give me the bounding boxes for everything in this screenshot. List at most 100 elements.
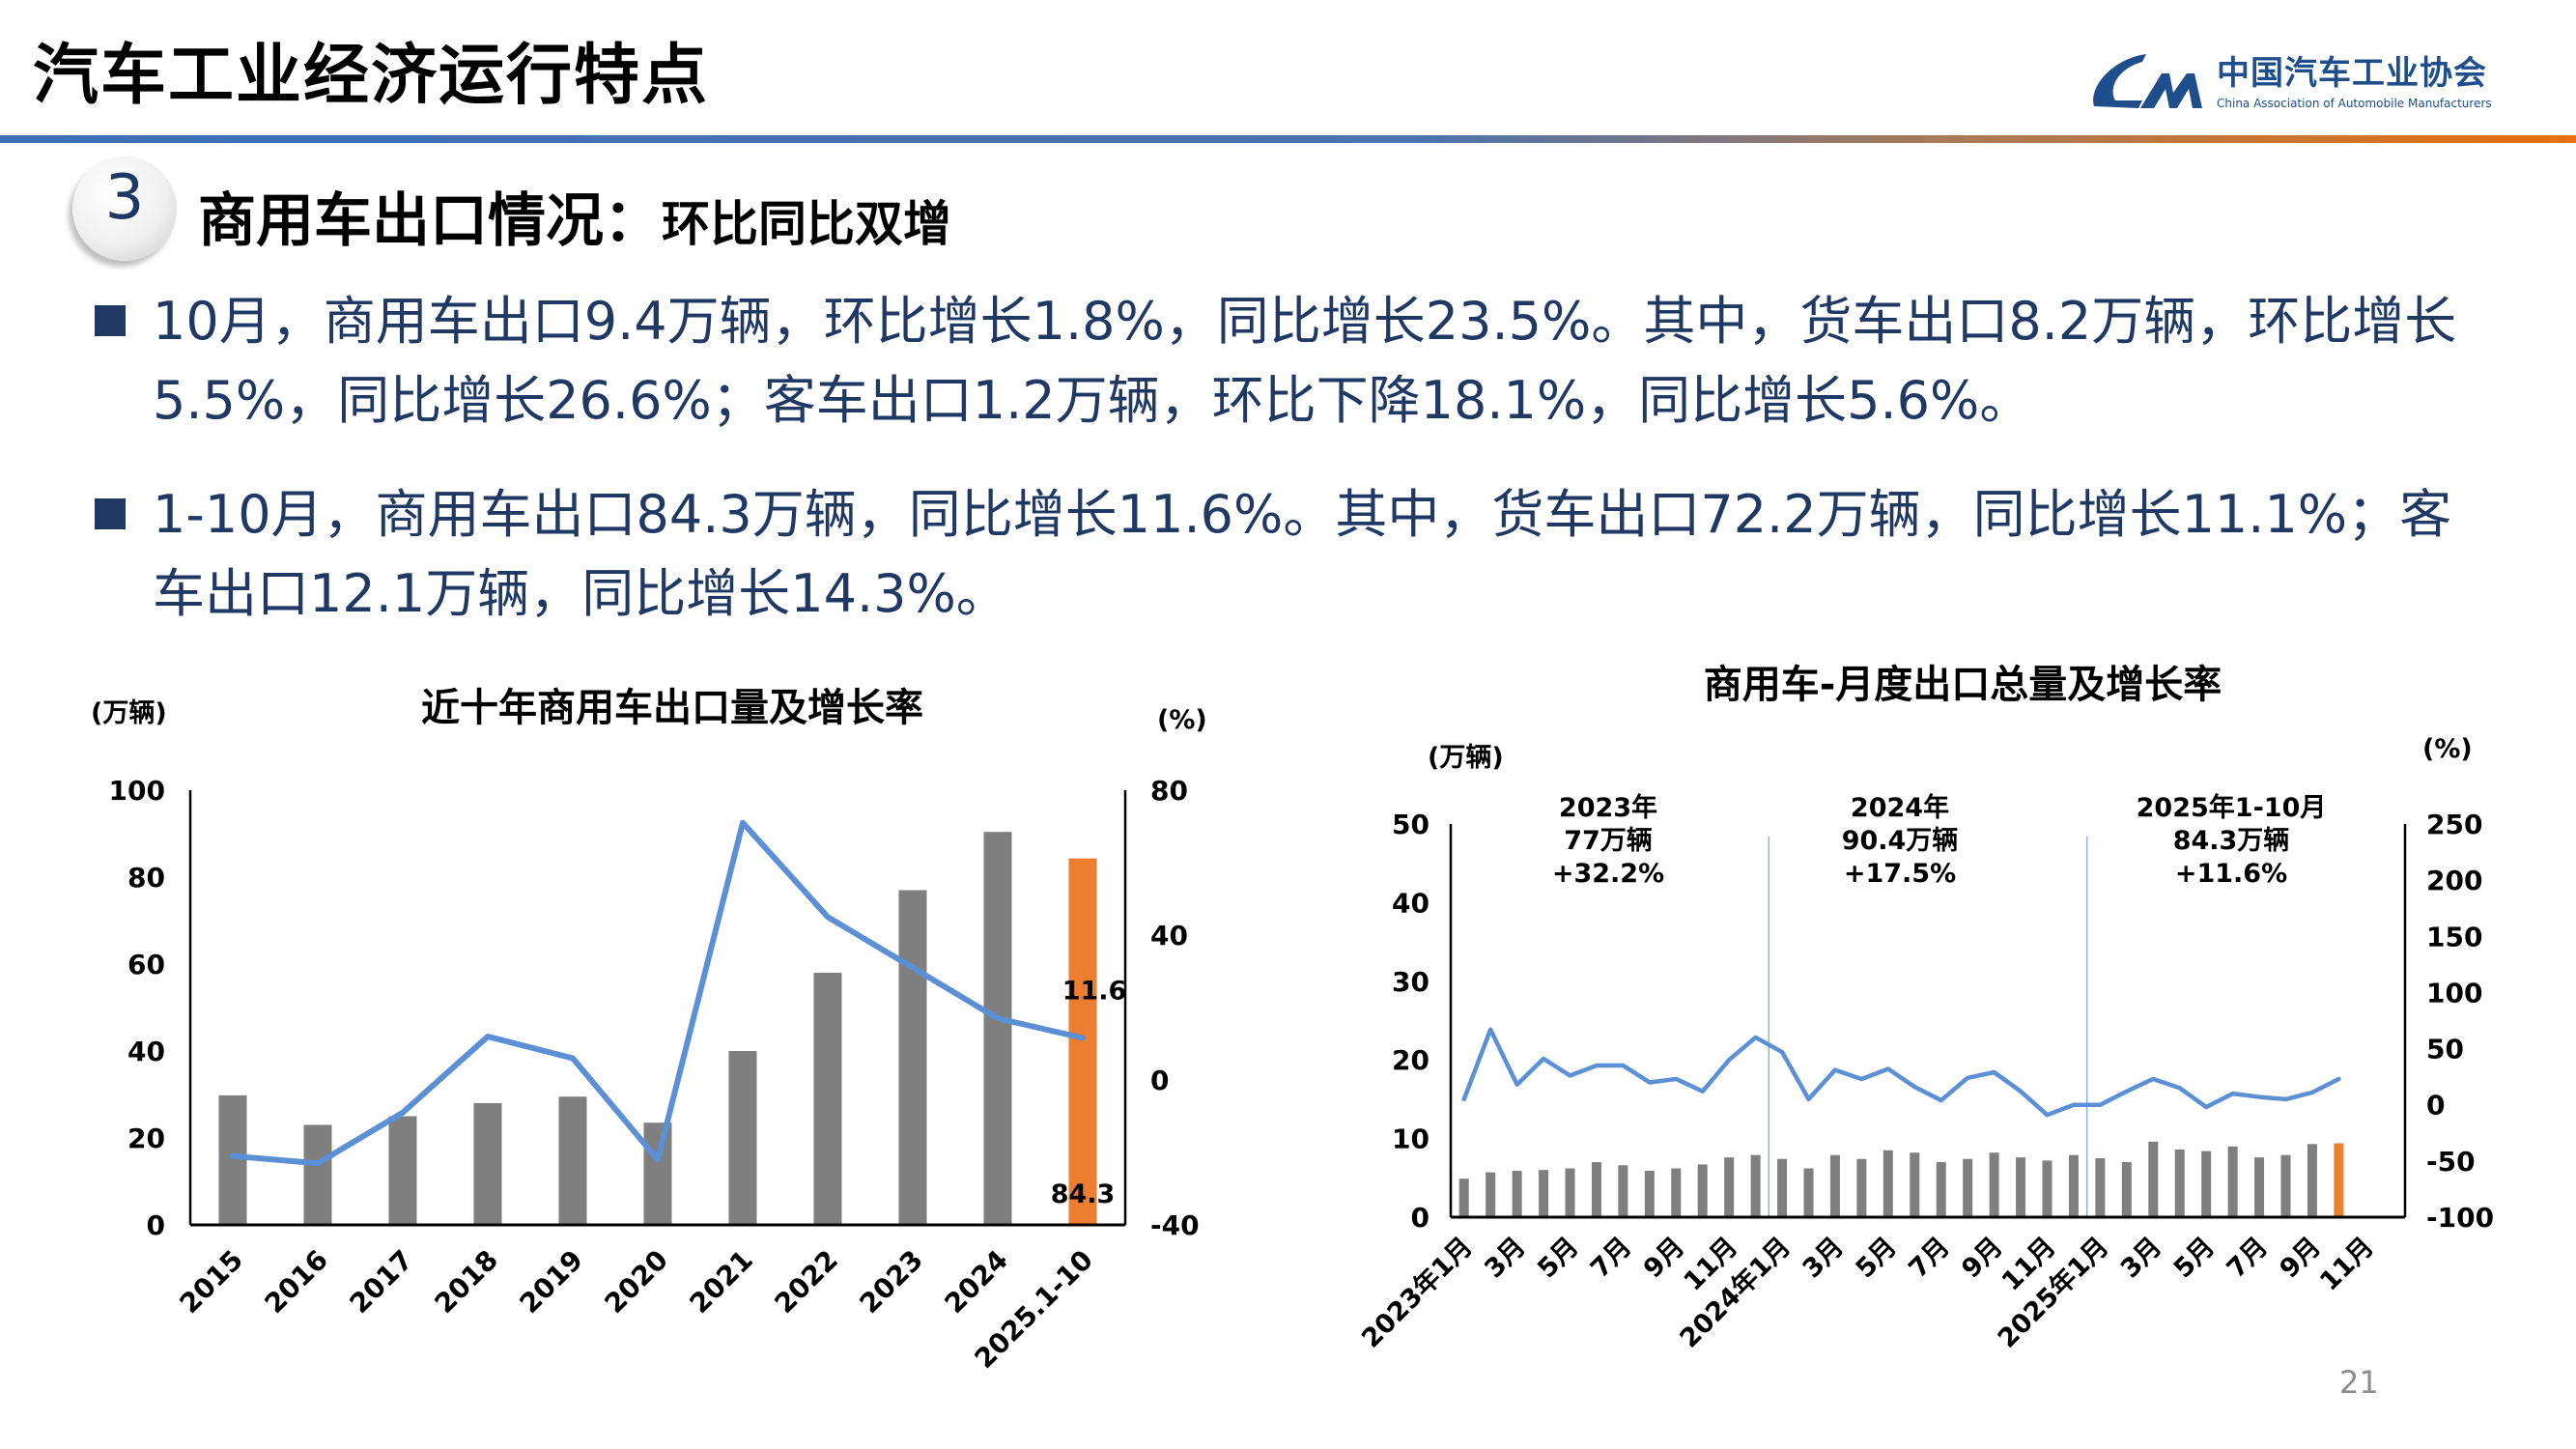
right-chart-y2-tick-label: 50 [2426, 1034, 2464, 1065]
right-chart-bar [1512, 1170, 1522, 1217]
right-chart-y2-tick-label: -50 [2426, 1146, 2476, 1178]
right-chart-bar [1803, 1168, 1814, 1217]
right-chart-bar [1565, 1168, 1575, 1217]
left-chart-x-tick-label: 2024 [939, 1244, 1014, 1320]
right-chart-x-tick-label: 7月 [2222, 1232, 2274, 1284]
section-number: 3 [104, 162, 145, 234]
bullet-text-2: 1-10月，商用车出口84.3万辆，同比增长11.6%。其中，货车出口72.2万… [153, 484, 2452, 624]
section-subheading: 环比同比双增 [662, 196, 951, 252]
page-title: 汽车工业经济运行特点 [33, 38, 710, 114]
right-chart-bar [1697, 1164, 1708, 1217]
left-chart-y2-tick-label: 0 [1150, 1065, 1169, 1096]
right-chart-x-tick-label: 11月 [2314, 1232, 2380, 1297]
right-chart-x-tick-label: 5月 [2168, 1232, 2221, 1284]
caam-logo: 中国汽车工业协会 China Association of Automobile… [2086, 46, 2511, 116]
right-chart-bar [1486, 1172, 1496, 1217]
left-chart-x-tick-label: 2020 [599, 1244, 674, 1320]
left-chart-x-tick-label: 2019 [514, 1244, 589, 1320]
left-chart-x-tick-label: 2016 [259, 1244, 334, 1320]
right-chart-y2-tick-label: 250 [2426, 809, 2482, 840]
left-chart-y-tick-label: 60 [127, 949, 165, 980]
right-chart-bar [1910, 1152, 1920, 1217]
right-chart-x-tick-label: 5月 [1532, 1232, 1584, 1284]
right-chart-y-tick-label: 20 [1392, 1044, 1430, 1076]
right-chart-bar [1856, 1158, 1867, 1217]
right-chart-x-tick-label: 5月 [1850, 1232, 1902, 1284]
left-chart-bar [558, 1096, 587, 1225]
right-chart-bar [2148, 1141, 2159, 1217]
right-chart-y-tick-label: 40 [1392, 887, 1430, 919]
right-chart-y-unit: (万辆) [1428, 743, 1504, 773]
right-chart-y-tick-label: 30 [1392, 966, 1430, 998]
left-chart-y2-unit: (%) [1157, 705, 1207, 735]
bullet-square-icon [95, 305, 126, 336]
logo-text-en: China Association of Automobile Manufact… [2217, 97, 2492, 110]
caam-logo-mark-icon [2093, 54, 2202, 108]
left-chart-bar [1068, 858, 1097, 1225]
right-chart-y2-tick-label: -100 [2426, 1202, 2494, 1234]
right-chart-bar [1724, 1157, 1735, 1217]
right-chart-x-tick-label: 2023年1月 [1355, 1231, 1478, 1353]
section-number-badge [72, 156, 177, 261]
right-chart-bar [1539, 1170, 1549, 1217]
right-chart-x-tick-label: 7月 [1903, 1232, 1955, 1284]
left-chart-y2-tick-label: 40 [1150, 920, 1188, 952]
left-chart-bar [983, 832, 1012, 1225]
left-chart-bar-data-label: 84.3 [1051, 1179, 1116, 1209]
right-chart-y2-unit: (%) [2422, 734, 2473, 764]
left-chart-y-tick-label: 20 [127, 1122, 165, 1154]
right-chart-bar [1458, 1179, 1469, 1217]
left-chart-y-tick-label: 100 [109, 775, 165, 807]
right-chart-title: 商用车-月度出口总量及增长率 [1703, 663, 2222, 707]
right-chart-x-tick-label: 3月 [1479, 1232, 1531, 1284]
right-chart-y-tick-label: 50 [1392, 809, 1430, 840]
left-chart-x-tick-label: 2023 [854, 1244, 929, 1320]
header-divider [0, 135, 2576, 143]
right-chart-x-tick-label: 7月 [1585, 1232, 1637, 1284]
right-chart-bar [1618, 1165, 1628, 1217]
left-chart-y-tick-label: 80 [127, 862, 165, 894]
right-chart-bar [1644, 1170, 1655, 1217]
left-chart-bar [728, 1051, 757, 1225]
right-chart-bar [2334, 1143, 2344, 1217]
bullet-square-icon [95, 498, 126, 529]
right-chart-bar [2307, 1144, 2317, 1217]
left-chart-bar [388, 1116, 417, 1225]
right-chart-y-tick-label: 0 [1411, 1202, 1430, 1234]
left-chart-x-tick-label: 2015 [174, 1244, 249, 1320]
right-chart-y2-tick-label: 200 [2426, 865, 2482, 896]
page-number: 21 [2339, 1364, 2379, 1401]
right-chart-bar [1671, 1168, 1682, 1217]
right-chart-bar [2095, 1157, 2106, 1217]
right-chart-bar [2121, 1162, 2132, 1217]
left-chart-y-unit: (万辆) [91, 698, 167, 728]
right-chart-bar [1591, 1162, 1601, 1217]
section-heading: 商用车出口情况：环比同比双增 [198, 174, 951, 258]
right-chart-bar [2016, 1157, 2026, 1217]
right-chart-bar [1882, 1150, 1893, 1217]
right-chart-x-tick-label: 3月 [2115, 1232, 2167, 1284]
right-chart-x-tick-label: 3月 [1798, 1232, 1850, 1284]
left-chart-bar [643, 1122, 672, 1225]
right-chart-bar [1936, 1162, 1946, 1217]
bullet-text-1: 10月，商用车出口9.4万辆，环比增长1.8%，同比增长23.5%。其中，货车出… [153, 291, 2457, 431]
left-chart-y2-tick-label: -40 [1150, 1209, 1200, 1241]
right-chart-y-tick-label: 10 [1392, 1123, 1430, 1155]
left-chart-y2-tick-label: 80 [1150, 775, 1188, 807]
section-heading-main: 商用车出口情况： [198, 187, 662, 255]
right-chart-bar [2227, 1146, 2238, 1217]
left-chart-bar [813, 973, 842, 1225]
left-chart-bar [218, 1094, 247, 1225]
right-chart-bar [2254, 1157, 2265, 1217]
right-chart-bar [2042, 1160, 2052, 1217]
right-chart-bar [1989, 1152, 1999, 1217]
left-chart-x-tick-label: 2021 [684, 1244, 759, 1320]
right-chart-y2-tick-label: 150 [2426, 921, 2482, 952]
right-chart-bar [2174, 1149, 2185, 1217]
right-chart-y2-tick-label: 100 [2426, 977, 2482, 1009]
left-chart-line-data-label: 11.6 [1062, 977, 1127, 1007]
left-chart-x-tick-label: 2018 [429, 1244, 504, 1320]
logo-text-cn: 中国汽车工业协会 [2217, 54, 2487, 93]
left-chart-growth-line [230, 819, 1086, 1167]
